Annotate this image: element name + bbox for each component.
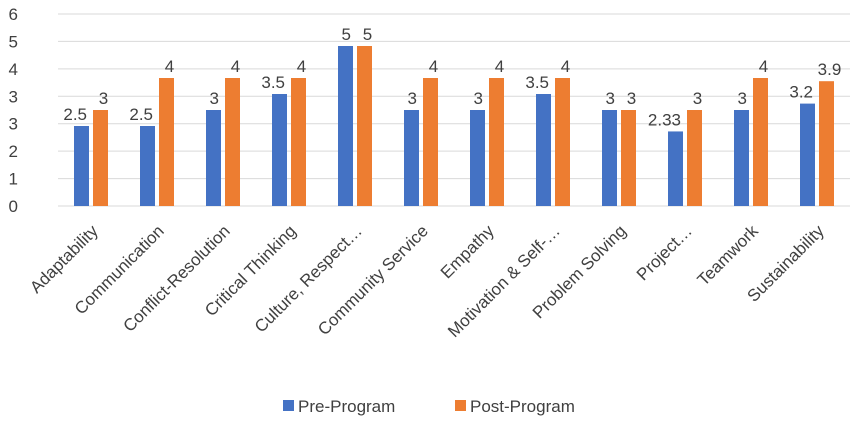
pre-program-bar — [668, 131, 683, 206]
y-tick-label: 3 — [9, 87, 18, 106]
data-label: 2.5 — [63, 105, 87, 124]
post-program-bar — [159, 78, 174, 206]
y-tick-label: 2 — [9, 142, 18, 161]
post-program-bar — [555, 78, 570, 206]
data-label: 3 — [738, 89, 747, 108]
pre-program-bar — [800, 103, 815, 206]
post-program-bar — [423, 78, 438, 206]
pre-program-bar — [272, 94, 287, 206]
category-label: Community Service — [314, 221, 432, 339]
data-label: 3 — [408, 89, 417, 108]
legend: Pre-Program Post-Program — [283, 397, 575, 416]
data-label: 3 — [474, 89, 483, 108]
data-label: 5 — [342, 25, 351, 44]
y-tick-label: 0 — [9, 197, 18, 216]
category-label: Teamwork — [694, 221, 763, 290]
y-tick-label: 4 — [9, 60, 18, 79]
pre-program-bar — [536, 94, 551, 206]
data-label: 3.5 — [261, 73, 285, 92]
post-program-bar — [291, 78, 306, 206]
data-label: 3.9 — [818, 60, 842, 79]
gridlines — [58, 13, 850, 207]
pre-program-bar — [206, 110, 221, 206]
data-label: 2.5 — [129, 105, 153, 124]
pre-program-bar — [470, 110, 485, 206]
y-tick-label: 1 — [9, 170, 18, 189]
post-program-bar — [819, 81, 834, 206]
pre-program-bar — [602, 110, 617, 206]
data-label: 3 — [606, 89, 615, 108]
data-label: 3 — [693, 89, 702, 108]
bars — [74, 46, 834, 206]
category-label: Project… — [633, 221, 696, 284]
data-label: 4 — [231, 57, 240, 76]
data-label: 3 — [99, 89, 108, 108]
post-program-bar — [753, 78, 768, 206]
data-label: 4 — [297, 57, 306, 76]
pre-program-bar — [734, 110, 749, 206]
data-label: 4 — [759, 57, 768, 76]
category-label: Motivation & Self-… — [444, 221, 564, 341]
pre-program-bar — [74, 126, 89, 206]
post-program-bar — [357, 46, 372, 206]
data-label: 3 — [627, 89, 636, 108]
post-program-bar — [93, 110, 108, 206]
legend-label: Post-Program — [470, 397, 575, 416]
pre-program-bar — [140, 126, 155, 206]
data-label: 3.2 — [789, 83, 813, 102]
pre-program-bar — [404, 110, 419, 206]
data-label: 3 — [210, 89, 219, 108]
data-label: 3.5 — [525, 73, 549, 92]
data-label: 2.33 — [648, 110, 681, 129]
data-label: 4 — [429, 57, 438, 76]
legend-swatch — [283, 400, 294, 411]
legend-label: Pre-Program — [298, 397, 395, 416]
data-label: 4 — [561, 57, 570, 76]
legend-swatch — [455, 400, 466, 411]
x-axis-categories: AdaptabilityCommunicationConflict-Resolu… — [26, 221, 828, 341]
data-label: 4 — [495, 57, 504, 76]
data-label: 4 — [165, 57, 174, 76]
y-axis-ticks: 0 1 2 3 3 4 5 6 — [9, 5, 18, 216]
category-label: Empathy — [437, 221, 498, 282]
y-tick-label: 6 — [9, 5, 18, 24]
post-program-bar — [489, 78, 504, 206]
data-label: 5 — [363, 25, 372, 44]
post-program-bar — [225, 78, 240, 206]
y-tick-label: 5 — [9, 32, 18, 51]
post-program-bar — [621, 110, 636, 206]
y-tick-label: 3 — [9, 115, 18, 134]
post-program-bar — [687, 110, 702, 206]
pre-program-bar — [338, 46, 353, 206]
